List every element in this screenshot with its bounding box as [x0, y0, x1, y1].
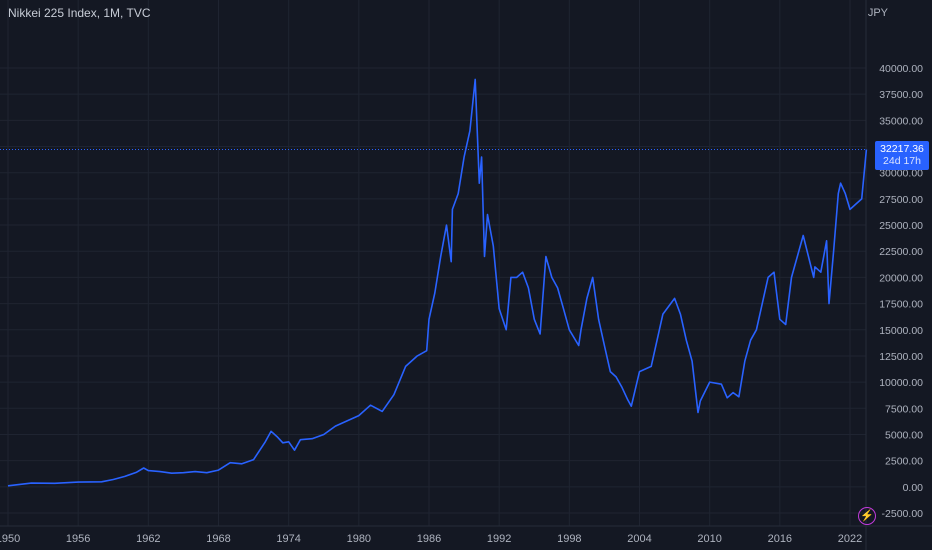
y-tick-label: 12500.00 — [879, 351, 923, 363]
currency-label: JPY — [867, 7, 888, 19]
x-tick-label: 2004 — [627, 533, 651, 545]
y-tick-label: 20000.00 — [879, 272, 923, 284]
y-tick-label: -2500.00 — [882, 508, 924, 520]
x-tick-label: 2022 — [838, 533, 862, 545]
x-tick-label: 1992 — [487, 533, 511, 545]
last-price-tag: 32217.36 24d 17h — [875, 141, 929, 171]
x-tick-label: 1998 — [557, 533, 581, 545]
bar-countdown: 24d 17h — [883, 155, 921, 168]
x-tick-label: 2010 — [697, 533, 721, 545]
y-tick-label: 30000.00 — [879, 168, 923, 180]
x-axis: 1950 1956 1962 1968 1974 1980 1986 1992 1998 2004… — [0, 533, 862, 545]
x-tick-label: 1968 — [206, 533, 230, 545]
chart-title: Nikkei 225 Index, 1M, TVC — [8, 6, 151, 20]
y-axis: 40000.0037500.0035000.0032500.0030000.00… — [879, 63, 923, 520]
x-tick-label: 2016 — [768, 533, 792, 545]
x-tick-label: 1974 — [276, 533, 300, 545]
y-tick-label: 10000.00 — [879, 377, 923, 389]
x-tick-label: 1986 — [417, 533, 441, 545]
y-tick-label: 27500.00 — [879, 194, 923, 206]
x-tick-label: 1950 — [0, 533, 20, 545]
y-tick-label: 40000.00 — [879, 63, 923, 75]
x-tick-label: 1956 — [66, 533, 90, 545]
y-tick-label: 37500.00 — [879, 89, 923, 101]
y-tick-label: 35000.00 — [879, 115, 923, 127]
y-tick-label: 25000.00 — [879, 220, 923, 232]
y-tick-label: 15000.00 — [879, 325, 923, 337]
y-tick-label: 5000.00 — [885, 429, 923, 441]
y-tick-label: 2500.00 — [885, 456, 923, 468]
y-tick-label: 7500.00 — [885, 403, 923, 415]
series-line[interactable] — [7, 78, 868, 487]
y-tick-label: 0.00 — [903, 482, 924, 494]
lightning-icon[interactable]: ⚡ — [858, 507, 876, 525]
x-tick-label: 1962 — [136, 533, 160, 545]
y-tick-label: 17500.00 — [879, 299, 923, 311]
series-layer — [7, 78, 868, 487]
last-price-value: 32217.36 — [880, 143, 924, 156]
y-tick-label: 22500.00 — [879, 246, 923, 258]
x-tick-label: 1980 — [347, 533, 371, 545]
